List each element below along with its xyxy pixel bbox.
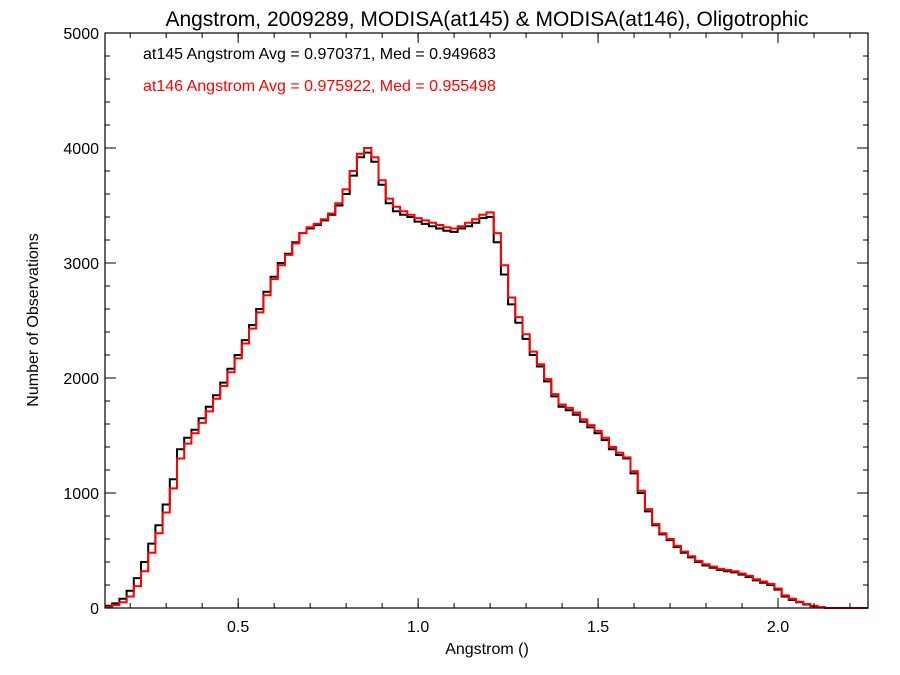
y-tick-label: 1000 [63,486,99,503]
legend-entry-at146: at146 Angstrom Avg = 0.975922, Med = 0.9… [143,78,496,95]
y-tick-label: 2000 [63,371,99,388]
x-tick-label: 1.5 [587,619,609,636]
y-axis-label: Number of Observations [25,233,42,406]
chart-title: Angstrom, 2009289, MODISA(at145) & MODIS… [165,8,808,31]
y-tick-label: 3000 [63,256,99,273]
plot-frame [104,32,869,609]
x-tick-label: 2.0 [767,619,789,636]
y-tick-label: 0 [90,601,99,618]
series-at146-line [105,147,868,609]
y-tick-label: 4000 [63,141,99,158]
series-layer [105,147,868,609]
y-tick-label: 5000 [63,26,99,43]
x-tick-label: 1.0 [407,619,429,636]
ticks-layer: 0.5 1.0 1.5 2.0 0 1000 2000 3000 4000 5000 [63,26,868,636]
legend-entry-at145: at145 Angstrom Avg = 0.970371, Med = 0.9… [143,46,496,63]
x-axis-label: Angstrom () [445,641,529,658]
x-tick-label: 0.5 [227,619,249,636]
